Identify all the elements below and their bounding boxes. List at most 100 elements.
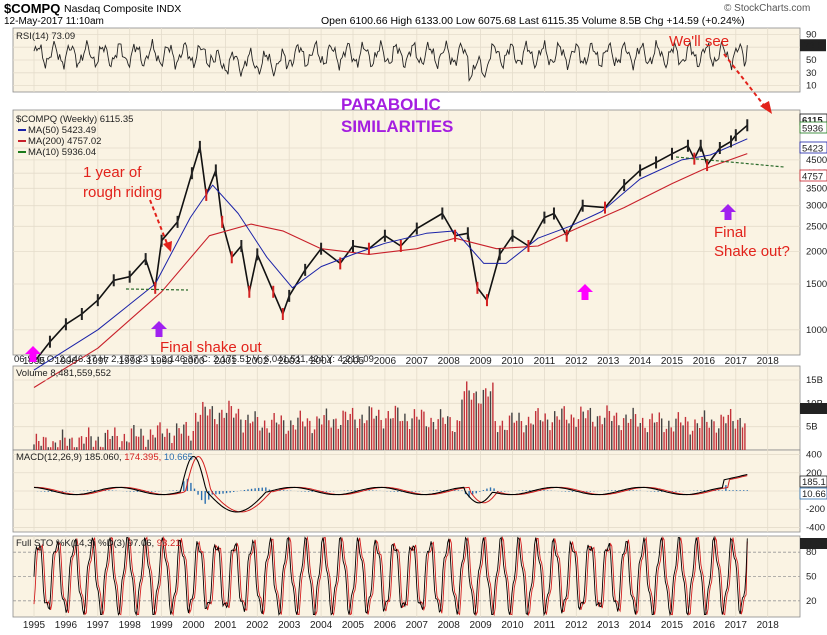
volume-bar bbox=[325, 408, 328, 450]
bottom-x-tick-label: 2005 bbox=[342, 620, 365, 631]
volume-bar bbox=[594, 426, 596, 450]
price-x-tick-label: 2011 bbox=[534, 356, 556, 367]
volume-bar bbox=[649, 419, 651, 450]
price-x-tick-label: 1996 bbox=[55, 356, 78, 367]
volume-bar bbox=[278, 424, 280, 450]
arrow-well-see-head bbox=[760, 101, 772, 114]
volume-bar bbox=[461, 399, 463, 450]
price-x-tick-label: 2004 bbox=[310, 356, 333, 367]
price-value-tag-box bbox=[799, 141, 827, 154]
volume-bar bbox=[249, 423, 252, 450]
volume-bar bbox=[734, 428, 737, 450]
panel-price-background bbox=[12, 109, 801, 356]
volume-bar bbox=[606, 405, 608, 450]
volume-bar bbox=[40, 445, 42, 450]
volume-bar bbox=[710, 419, 713, 450]
price-x-tick-label: 2017 bbox=[725, 356, 748, 367]
volume-bar bbox=[620, 430, 622, 450]
price-value-tag: 6115 bbox=[802, 116, 823, 127]
volume-bar bbox=[575, 426, 577, 450]
volume-bar bbox=[178, 428, 180, 450]
volume-bar bbox=[480, 403, 482, 450]
volume-bar bbox=[534, 411, 537, 450]
volume-bar bbox=[87, 427, 90, 450]
macd-line bbox=[33, 455, 748, 513]
volume-bar bbox=[109, 439, 111, 450]
volume-value-tag: 8481 bbox=[802, 404, 823, 415]
volume-bar bbox=[209, 409, 211, 450]
volume-bar bbox=[171, 443, 173, 450]
chart-symbol: $COMPQ bbox=[4, 1, 61, 16]
volume-bar bbox=[701, 416, 703, 450]
volume-bar bbox=[147, 439, 149, 450]
volume-bar bbox=[565, 419, 568, 450]
volume-bar bbox=[454, 432, 456, 450]
volume-bar bbox=[406, 421, 408, 450]
volume-bar bbox=[603, 417, 606, 450]
volume-bar bbox=[149, 429, 152, 450]
volume-bar bbox=[449, 417, 451, 450]
volume-bar bbox=[670, 427, 672, 450]
volume-bar bbox=[389, 418, 392, 450]
price-x-tick-label: 2016 bbox=[693, 356, 716, 367]
volume-bar bbox=[280, 415, 282, 450]
rsi-value-tag: 73.0 bbox=[804, 41, 823, 52]
volume-bar bbox=[175, 423, 178, 450]
volume-bar bbox=[496, 432, 499, 450]
volume-bar bbox=[254, 411, 256, 450]
volume-bar bbox=[252, 421, 254, 450]
volume-bar bbox=[463, 391, 466, 450]
volume-bar bbox=[33, 444, 35, 450]
volume-bar bbox=[180, 433, 183, 450]
price-value-tag: 4757 bbox=[802, 172, 823, 183]
volume-bar bbox=[225, 412, 228, 450]
volume-bar bbox=[727, 414, 729, 450]
volume-bar bbox=[271, 419, 273, 450]
bottom-x-tick-label: 2015 bbox=[661, 620, 684, 631]
volume-bar bbox=[485, 388, 487, 450]
volume-bar bbox=[444, 423, 447, 450]
volume-bar bbox=[499, 425, 501, 450]
bottom-x-tick-label: 1999 bbox=[150, 620, 173, 631]
volume-bar bbox=[152, 434, 154, 450]
volume-bar bbox=[114, 427, 116, 450]
volume-bar bbox=[137, 436, 140, 450]
price-x-tick-label: 2005 bbox=[342, 356, 365, 367]
sto-k-line bbox=[33, 535, 748, 617]
volume-value-tag-bg bbox=[800, 403, 827, 414]
volume-bar bbox=[83, 443, 85, 450]
volume-bar bbox=[354, 419, 356, 450]
volume-bar bbox=[223, 417, 225, 450]
volume-bar bbox=[720, 414, 722, 450]
macd-y-tick-label: -200 bbox=[806, 504, 825, 515]
volume-bar bbox=[64, 437, 66, 450]
bottom-x-tick-label: 1997 bbox=[87, 620, 110, 631]
macd-signal-line bbox=[34, 455, 748, 513]
volume-y-tick-label: 5B bbox=[806, 422, 818, 433]
volume-bar bbox=[199, 414, 202, 450]
volume-bar bbox=[373, 418, 375, 450]
volume-bar bbox=[145, 446, 147, 450]
volume-bar bbox=[370, 407, 373, 450]
volume-bar bbox=[530, 423, 532, 450]
annotation-rough-riding-line1: 1 year of bbox=[83, 164, 142, 181]
volume-bar bbox=[546, 419, 549, 450]
volume-bar bbox=[256, 416, 259, 450]
rsi-label: RSI(14) 73.09 bbox=[16, 31, 75, 42]
volume-bar bbox=[320, 424, 323, 450]
price-x-tick-label: 2001 bbox=[214, 356, 237, 367]
volume-bar bbox=[627, 422, 630, 450]
volume-bar bbox=[292, 424, 294, 450]
price-x-tick-label: 2002 bbox=[246, 356, 269, 367]
price-x-tick-label: 2012 bbox=[565, 356, 588, 367]
macd-y-tick-label: -400 bbox=[806, 522, 825, 533]
bottom-x-tick-label: 2008 bbox=[438, 620, 461, 631]
volume-bar bbox=[99, 446, 102, 450]
price-x-tick-label: 2010 bbox=[501, 356, 524, 367]
volume-bar bbox=[482, 389, 485, 450]
volume-bar bbox=[411, 418, 413, 450]
volume-bar bbox=[38, 441, 40, 450]
volume-bar bbox=[394, 405, 397, 450]
volume-bar bbox=[715, 432, 718, 450]
